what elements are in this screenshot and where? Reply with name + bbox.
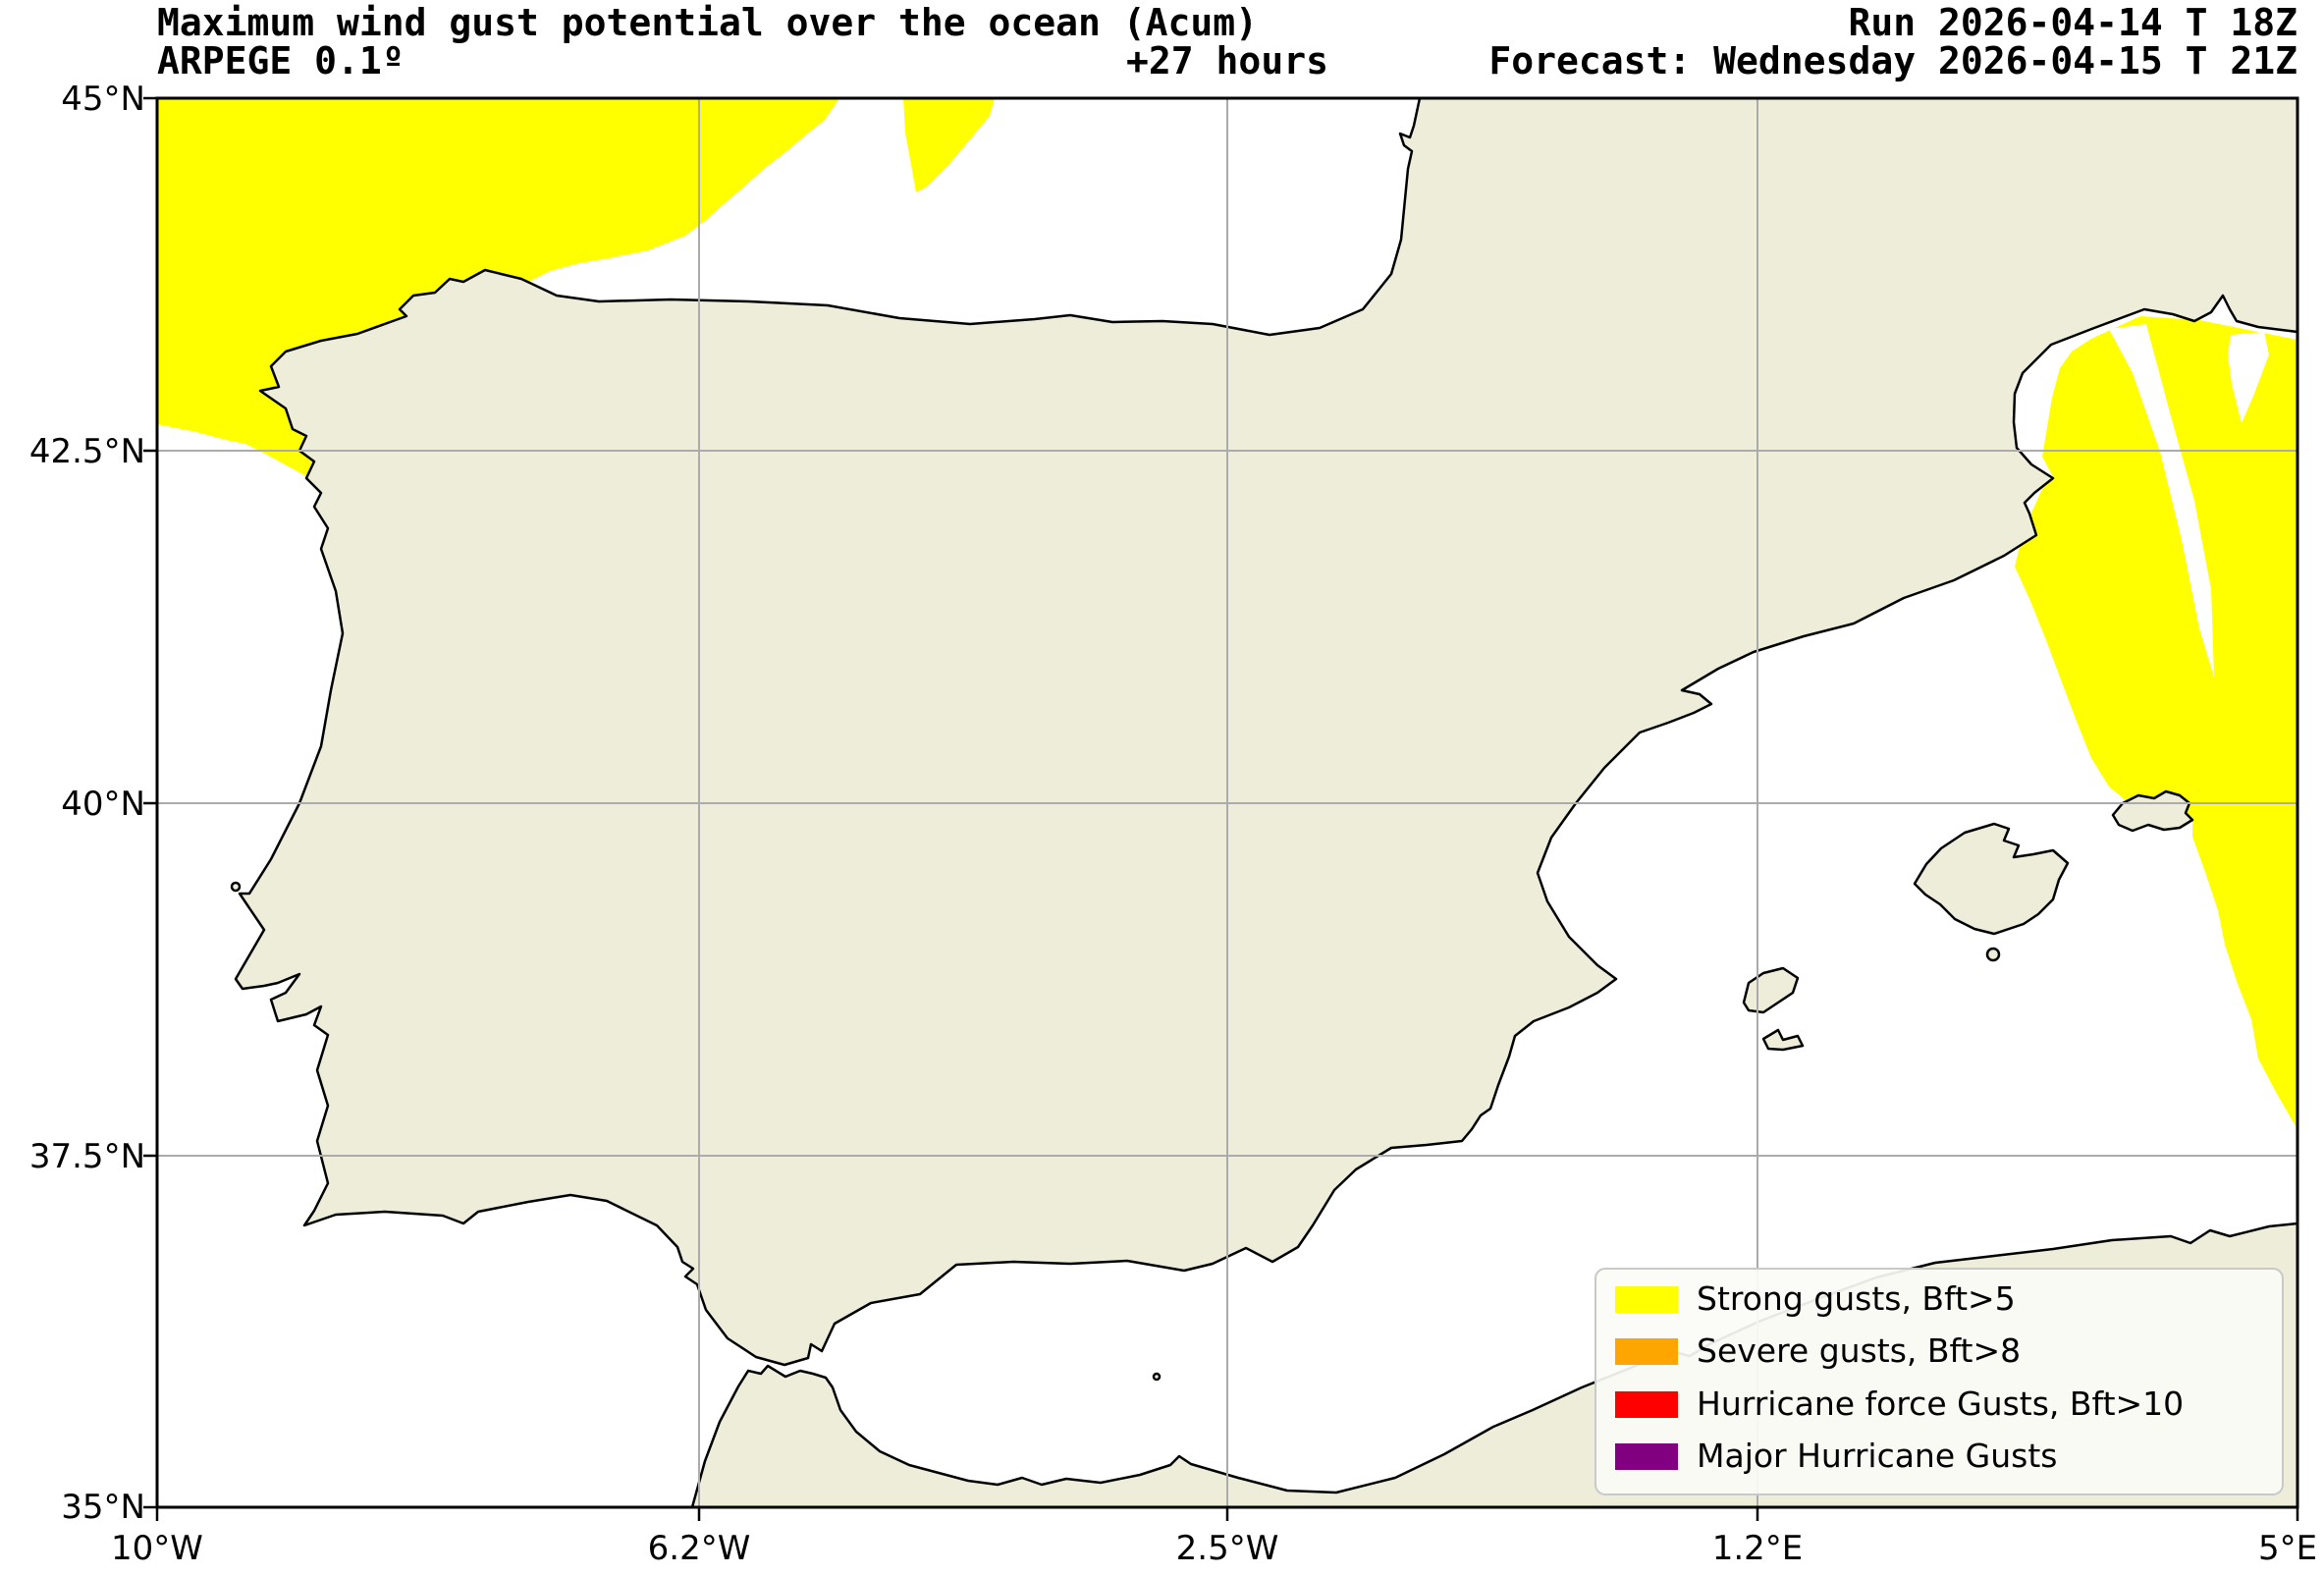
- y-tick-37.5N: 37.5°N: [29, 1137, 145, 1176]
- legend: Strong gusts, Bft>5 Severe gusts, Bft>8 …: [1594, 1268, 2284, 1495]
- x-tick-1.2E: 1.2°E: [1712, 1529, 1804, 1568]
- forecast-label: Forecast: Wednesday 2026-04-15 T 21Z: [1488, 39, 2297, 82]
- legend-label-severe-gusts: Severe gusts, Bft>8: [1697, 1331, 2021, 1370]
- islet-berlengas: [230, 881, 242, 893]
- island-menorca: [2111, 789, 2194, 833]
- y-tick-42.5N: 42.5°N: [29, 432, 145, 471]
- x-tick-2.5W: 2.5°W: [1176, 1529, 1279, 1568]
- legend-label-strong-gusts: Strong gusts, Bft>5: [1697, 1279, 2016, 1318]
- island-cabrera: [1985, 947, 2001, 962]
- legend-swatch-strong-gusts: [1615, 1286, 1678, 1313]
- y-axis-labels: 45°N 42.5°N 40°N 37.5°N 35°N: [29, 80, 145, 1527]
- y-tick-45N: 45°N: [61, 80, 145, 119]
- map-title: Maximum wind gust potential over the oce…: [157, 1, 1258, 44]
- land-iberia-france: [234, 96, 2299, 1367]
- island-formentera: [1761, 1028, 1805, 1052]
- island-mallorca: [1913, 822, 2070, 936]
- gust-area-balearic-gulf-of-lion: [2015, 316, 2297, 1129]
- legend-label-hurricane-gusts: Hurricane force Gusts, Bft>10: [1697, 1385, 2184, 1423]
- legend-swatch-severe-gusts: [1615, 1338, 1678, 1365]
- white-band-gulf-of-lion: [2109, 324, 2214, 678]
- x-axis-labels: 10°W 6.2°W 2.5°W 1.2°E 5°E: [111, 1529, 2317, 1568]
- legend-box: [1594, 1268, 2284, 1495]
- legend-label-major-hurricane-gusts: Major Hurricane Gusts: [1697, 1437, 2057, 1475]
- islet-alboran: [1152, 1372, 1162, 1382]
- x-tick-6.2W: 6.2°W: [648, 1529, 751, 1568]
- y-tick-35N: 35°N: [61, 1488, 145, 1527]
- model-label: ARPEGE 0.1º: [157, 39, 405, 82]
- lead-time-label: +27 hours: [1126, 39, 1328, 82]
- legend-swatch-major-hurricane-gusts: [1615, 1443, 1678, 1470]
- white-wedge-near-edge: [2228, 332, 2269, 423]
- x-tick-5E: 5°E: [2258, 1529, 2317, 1568]
- y-tick-40N: 40°N: [61, 785, 145, 824]
- x-tick-10W: 10°W: [111, 1529, 203, 1568]
- axis-ticks: [143, 96, 2299, 1521]
- legend-swatch-hurricane-gusts: [1615, 1391, 1678, 1418]
- run-label: Run 2026-04-14 T 18Z: [1848, 1, 2297, 44]
